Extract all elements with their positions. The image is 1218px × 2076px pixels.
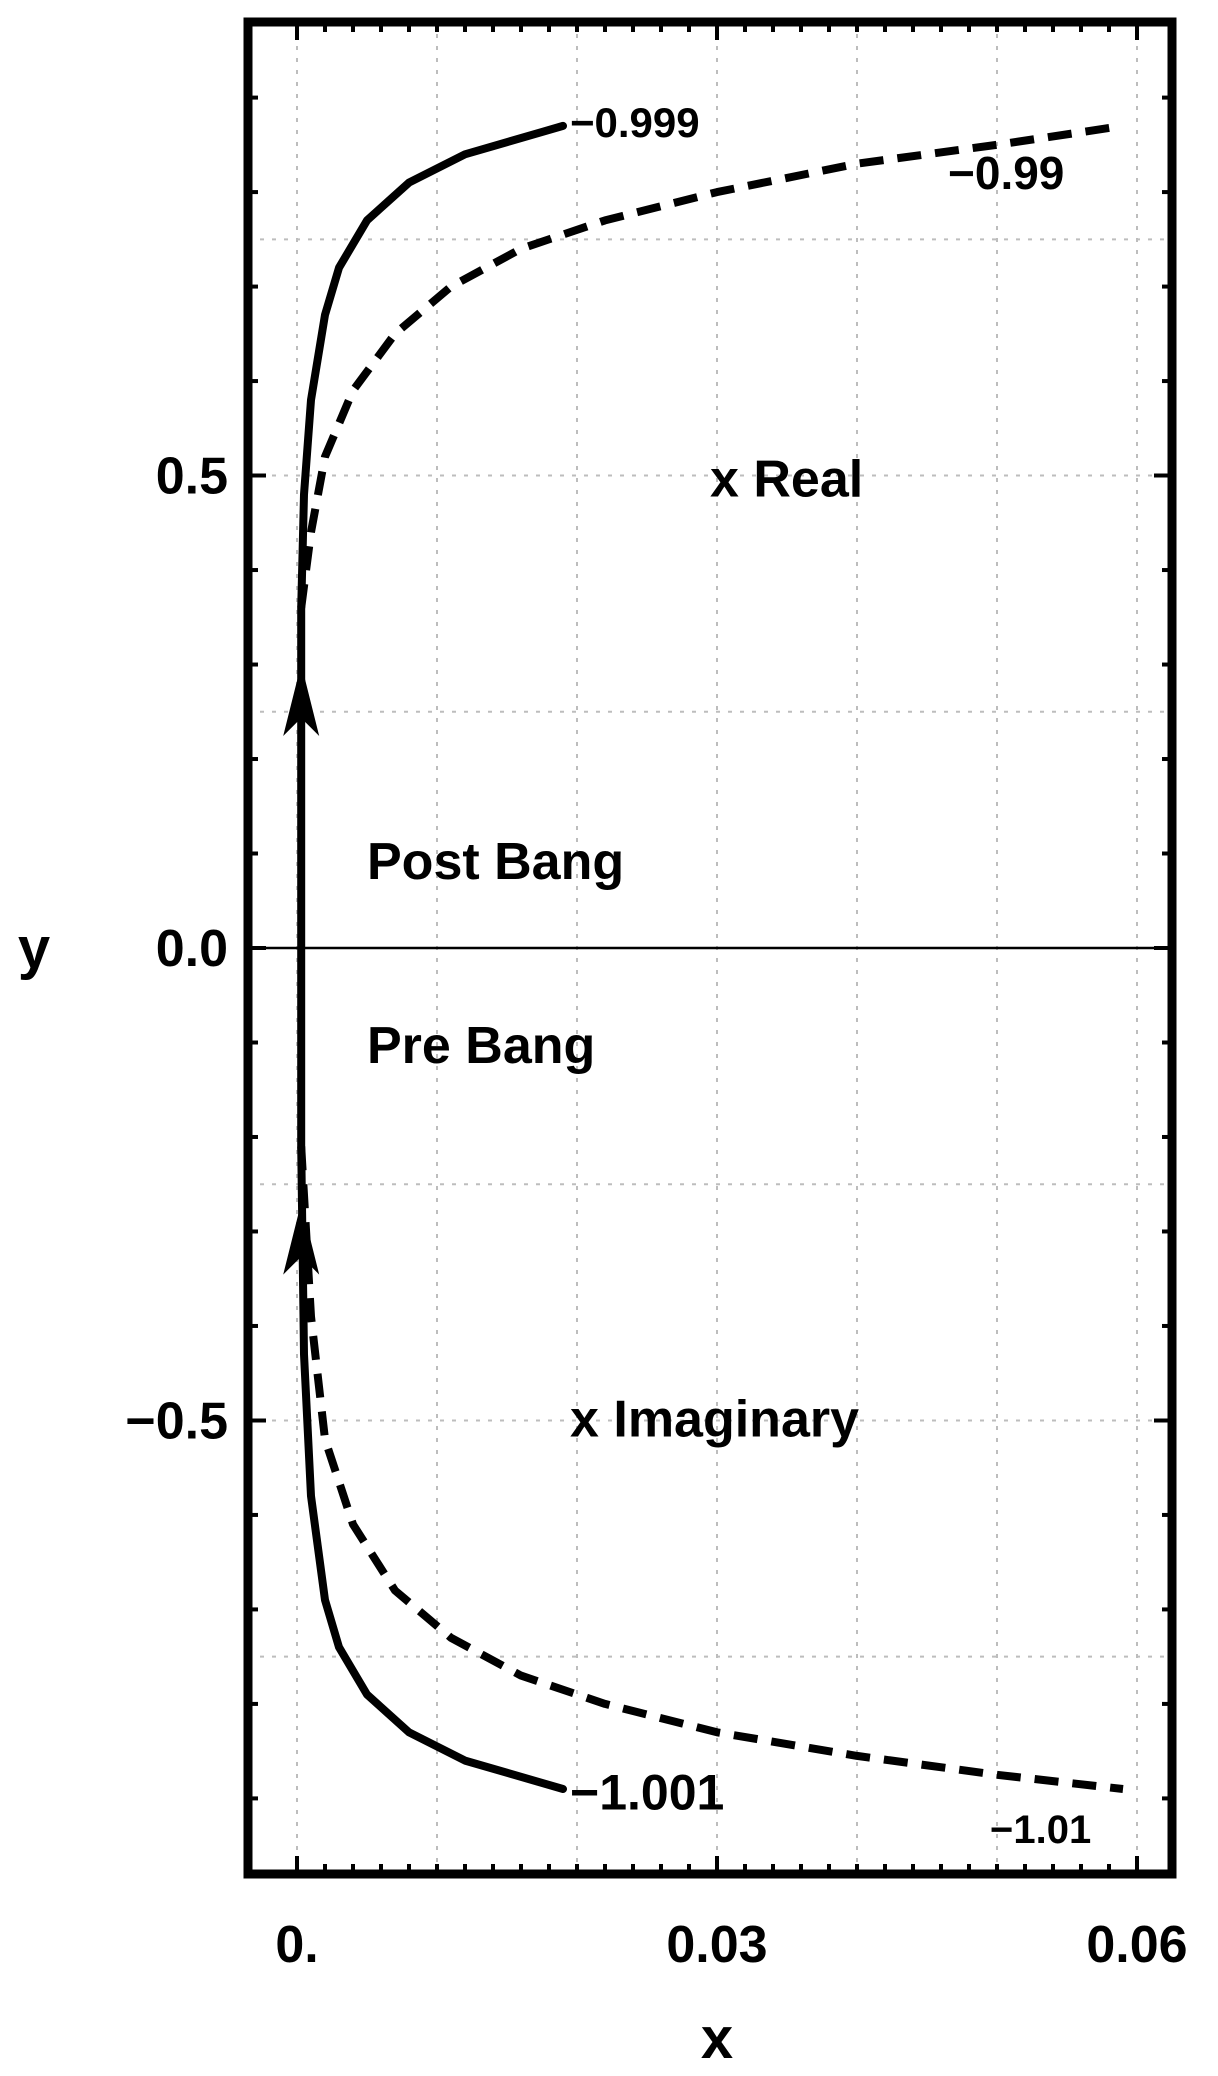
annotation-label: −0.99	[948, 147, 1064, 199]
tick-labels: 0. 0.03 0.06 0.5 0.0 −0.5	[125, 448, 1187, 1974]
annotations: −0.999 −0.99 x Real Post Bang Pre Bang x Imag…	[367, 99, 1091, 1852]
y-axis-label: y	[18, 916, 50, 981]
arrow-marker-1	[283, 663, 320, 736]
annotation-label: −1.001	[570, 1765, 724, 1821]
series-line-2	[297, 121, 1124, 609]
y-tick-label: 0.0	[156, 920, 228, 978]
x-tick-label: 0.06	[1086, 1916, 1187, 1974]
annotation-label: x Real	[710, 450, 863, 508]
plot-frame	[243, 17, 1177, 1879]
annotation-label: x Imaginary	[570, 1390, 859, 1448]
y-tick-label: −0.5	[125, 1392, 228, 1450]
series-line-4	[297, 1146, 1124, 1793]
arrow-marker-2	[283, 1202, 320, 1275]
x-tick-label: 0.03	[666, 1916, 767, 1974]
series-group	[297, 121, 1124, 1793]
arrow-markers	[283, 663, 320, 1275]
annotation-label: Pre Bang	[367, 1017, 595, 1075]
annotation-label: Post Bang	[367, 833, 624, 891]
y-tick-label: 0.5	[156, 448, 228, 506]
x-axis-label: x	[701, 2006, 733, 2071]
series-line-1	[297, 121, 567, 952]
annotation-label: −0.999	[570, 99, 700, 146]
annotation-label: −1.01	[990, 1808, 1091, 1852]
x-tick-label: 0.	[275, 1916, 318, 1974]
